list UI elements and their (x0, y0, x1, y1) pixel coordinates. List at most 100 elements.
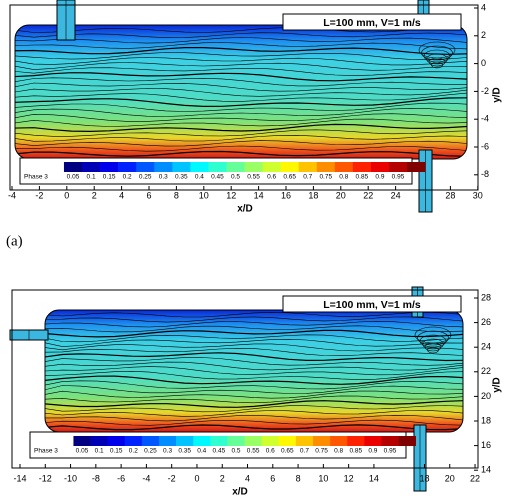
x-tick-label: -2 (168, 473, 176, 483)
streamline (45, 370, 463, 380)
colorbar-swatch (334, 162, 354, 172)
x-tick-label: 0 (194, 473, 199, 483)
colorbar-tick-label: 0.4 (197, 448, 206, 455)
colorbar-tick-label: 0.5 (231, 448, 240, 455)
colorbar-tick-label: 0.3 (163, 448, 172, 455)
colorbar-swatch (141, 436, 160, 446)
streamline (45, 361, 463, 371)
streamline (45, 410, 463, 417)
y-tick-label: -8 (481, 169, 489, 179)
colorbar-swatch (210, 436, 228, 446)
colorbar-swatch (244, 162, 263, 172)
y-tick-label: 24 (481, 342, 491, 352)
streamlines (15, 27, 467, 157)
x-tick-label: 30 (473, 190, 483, 200)
colorbar-swatch (370, 162, 390, 172)
x-tick-label: 10 (318, 473, 328, 483)
x-tick-label: 18 (308, 190, 318, 200)
x-axis-label: x/D (237, 204, 253, 215)
x-tick-label: 20 (336, 190, 346, 200)
plot-frame (11, 289, 479, 469)
colorbar-swatch (136, 162, 155, 172)
streamline (15, 72, 467, 82)
x-tick-label: 6 (146, 190, 151, 200)
y-tick-label: 28 (481, 292, 491, 302)
streamline (15, 140, 467, 147)
x-tick-label: 12 (344, 473, 354, 483)
x-tick-label: 14 (254, 190, 264, 200)
colorbar-swatch (278, 436, 297, 446)
colorbar-tick-label: 0.05 (76, 448, 89, 455)
colorbar-tick-label: 0.6 (267, 174, 276, 181)
colorbar-tick-label: 0.2 (129, 448, 138, 455)
x-tick-label: 20 (445, 473, 455, 483)
colorbar-swatch (227, 436, 245, 446)
streamline (15, 27, 467, 33)
streamline (15, 42, 467, 50)
streamline (15, 134, 467, 142)
y-tick-label: 14 (481, 465, 491, 475)
colorbar-swatch (398, 436, 416, 446)
colorbar-swatch (118, 162, 137, 172)
streamline (45, 385, 463, 394)
colorbar-swatch (316, 162, 336, 172)
panel: L=100 mm, V=1 m/s-4 -2 0 2 4 6 8 10 12 14 16 18 20 22… (6, 0, 503, 249)
streamline (15, 92, 467, 102)
colorbar-swatch (100, 162, 119, 172)
x-tick-label: 12 (226, 190, 236, 200)
colorbar-tick-label: 0.1 (95, 448, 104, 455)
x-tick-label: 2 (92, 190, 97, 200)
streamline (15, 67, 467, 76)
streamline (45, 390, 463, 399)
colorbar-tick-label: 0.8 (339, 174, 348, 181)
colorbar-swatch (190, 162, 209, 172)
x-tick-label: 24 (391, 190, 401, 200)
colorbar-tick-label: 0.8 (334, 448, 343, 455)
colorbar-tick-label: 0.6 (266, 448, 275, 455)
y-tick-label: -2 (481, 86, 489, 96)
y-tick-label: 0 (481, 58, 486, 68)
y-tick-label: 18 (481, 415, 491, 425)
streamline (15, 107, 467, 117)
colorbar-tick-label: 0.7 (303, 174, 312, 181)
colorbar-tick-label: 0.85 (356, 174, 369, 181)
colorbar-swatch (347, 436, 365, 446)
colorbar-tick-label: 0.9 (375, 174, 384, 181)
streamlines (45, 311, 463, 431)
colorbar-swatch (298, 162, 318, 172)
y-axis-label: y/D (492, 87, 503, 103)
colorbar-tick-label: 0.25 (139, 174, 152, 181)
colorbar-swatch (388, 162, 408, 172)
x-tick-label: 16 (281, 190, 291, 200)
streamline (45, 352, 463, 362)
y-tick-label: 20 (481, 391, 491, 401)
streamline (45, 347, 463, 357)
colorbar-swatch (226, 162, 245, 172)
colorbar-swatch (193, 436, 211, 446)
colorbar-swatch (208, 162, 227, 172)
streamline (15, 57, 467, 66)
x-tick-label: 10 (199, 190, 209, 200)
x-tick-label: -6 (117, 473, 125, 483)
x-tick-label: 22 (470, 473, 480, 483)
streamline (45, 357, 463, 366)
colorbar-tick-label: 0.55 (247, 448, 260, 455)
streamline (45, 338, 463, 347)
streamline (45, 329, 463, 338)
colorbar-tick-label: 0.5 (231, 174, 240, 181)
colorbar-swatch (261, 436, 280, 446)
colorbar-title: Phase 3 (34, 448, 58, 455)
streamline (15, 88, 467, 97)
annotation-box (282, 13, 462, 31)
x-tick-label: -2 (35, 190, 43, 200)
colorbar-tick-label: 0.75 (319, 174, 332, 181)
streamline (45, 316, 463, 323)
colorbar-swatch (154, 162, 173, 172)
streamline (15, 150, 467, 157)
streamline (15, 145, 467, 152)
streamline (15, 129, 467, 137)
streamline (45, 366, 463, 376)
streamline (15, 102, 467, 112)
vortex (417, 330, 449, 346)
